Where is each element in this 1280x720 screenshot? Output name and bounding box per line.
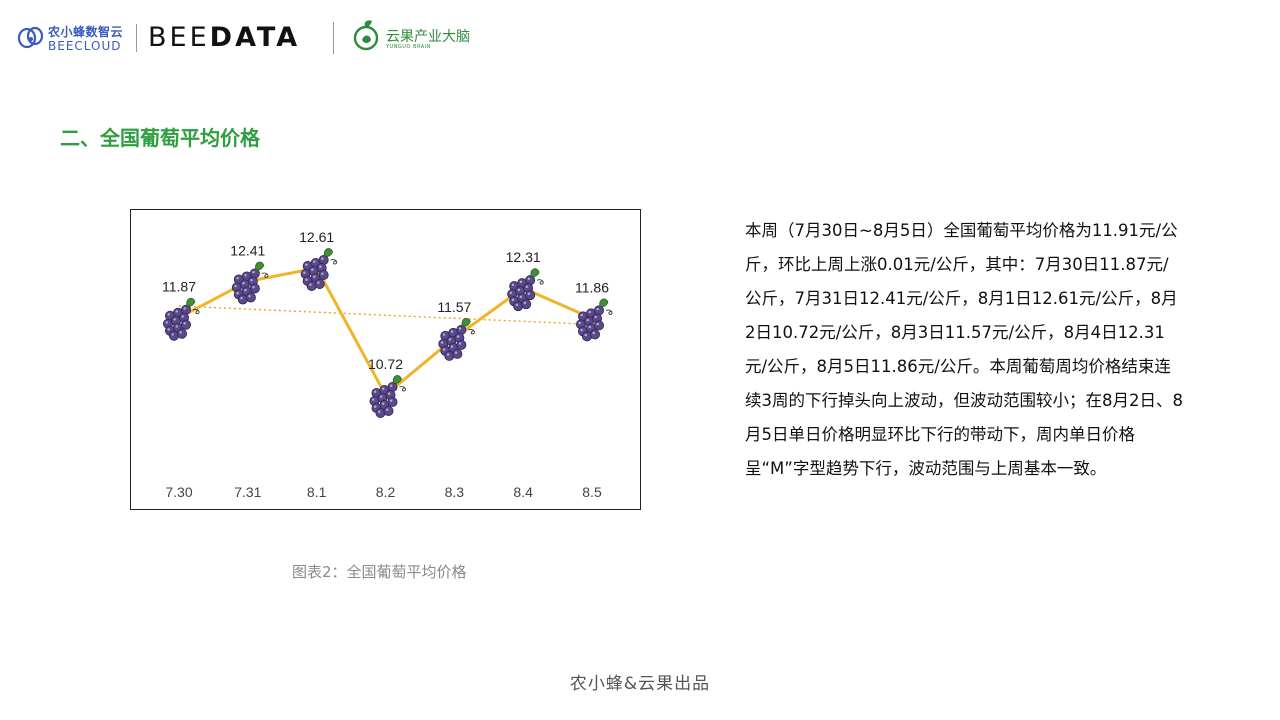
line-chart-svg: 11.87 12.41 12.61 10.72 11.57 12.31 11.86 7.30 7… [162,229,613,500]
grape-icon [300,248,338,291]
footer-credit: 农小蜂&云果出品 [569,674,711,694]
chart-caption: 图表2：全国葡萄平均价格 [292,563,467,581]
data-label: 11.86 [575,279,609,295]
grape-icon [507,268,544,312]
trend-line [178,305,593,326]
beedata-logo: BEEDATA [148,22,300,53]
grape-icon [575,298,613,342]
data-label: 12.31 [506,249,541,265]
x-tick-label: 7.31 [234,484,261,500]
beecloud-logo: 农小蜂数智云 BEECLOUD [18,22,138,56]
grape-icon [231,261,269,305]
x-tick-label: 8.3 [445,484,465,500]
data-label: 11.87 [162,279,196,295]
yunguo-en-name: YUNGUO BRAIN [386,44,431,50]
x-tick-label: 8.5 [582,484,602,500]
yunguo-cn-name: 云果产业大脑 [386,29,470,45]
data-label: 12.61 [299,229,334,245]
grape-icon [369,375,407,418]
section-title: 二、全国葡萄平均价格 [60,126,260,150]
price-chart: 11.87 12.41 12.61 10.72 11.57 12.31 11.86 7.30 7… [130,209,641,510]
beedata-logo-part1: BEE [148,22,210,53]
x-tick-label: 7.30 [165,484,192,500]
x-tick-label: 8.2 [376,484,396,500]
x-tick-label: 8.4 [513,484,533,500]
price-description: 本周（7月30日~8月5日）全国葡萄平均价格为11.91元/公斤，环比上周上涨0… [745,221,1183,478]
beecloud-en-name: BEECLOUD [48,39,122,53]
grape-icon [162,297,200,341]
logo-divider [333,22,334,54]
grape-icon [438,318,475,361]
bee-icon [18,26,44,49]
header: 农小蜂数智云 BEECLOUD BEEDATA 云果产业大脑 YUNGUO BR… [18,18,498,58]
data-label: 11.57 [437,299,471,315]
x-tick-label: 8.1 [307,484,327,500]
beecloud-cn-name: 农小蜂数智云 [48,25,124,39]
logo-divider [136,24,137,52]
beedata-logo-part2: DATA [209,22,301,53]
yunguo-leaf-icon [353,20,379,51]
data-label: 10.72 [368,356,403,372]
data-label: 12.41 [230,242,265,258]
